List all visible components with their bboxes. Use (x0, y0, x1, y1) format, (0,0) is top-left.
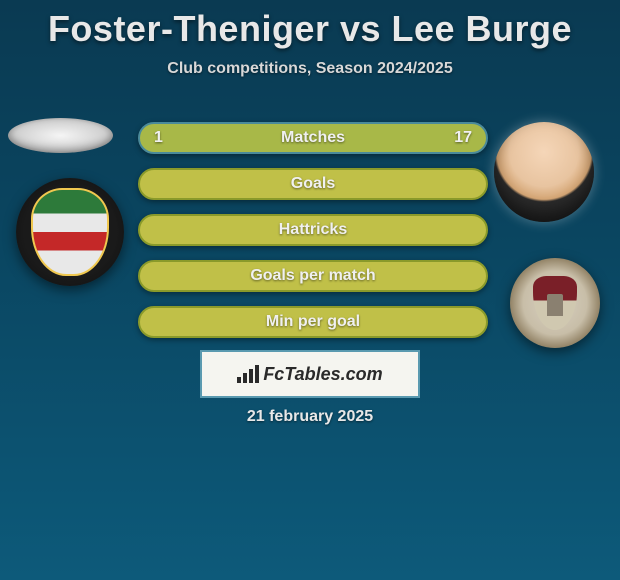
club-right-crest-tower-icon (547, 294, 563, 316)
club-left-crest (16, 178, 124, 286)
comparison-subtitle: Club competitions, Season 2024/2025 (0, 60, 620, 78)
stat-row-min-per-goal: Min per goal (138, 306, 488, 338)
stat-row-matches: 1 Matches 17 (138, 122, 488, 154)
branding-box: FcTables.com (200, 350, 420, 398)
stat-label: Goals (291, 175, 335, 193)
stats-list: 1 Matches 17 Goals Hattricks Goals per m… (138, 122, 488, 352)
player-left-avatar (8, 118, 113, 153)
stat-label: Hattricks (279, 221, 347, 239)
stat-row-hattricks: Hattricks (138, 214, 488, 246)
club-right-crest (510, 258, 600, 348)
stat-row-goals: Goals (138, 168, 488, 200)
comparison-title: Foster-Theniger vs Lee Burge (0, 0, 620, 50)
club-right-crest-shield (533, 276, 577, 330)
branding-text: FcTables.com (263, 364, 382, 385)
stat-left-value: 1 (154, 129, 163, 147)
stat-right-value: 17 (454, 129, 472, 147)
player-right-avatar (494, 122, 594, 222)
stat-label: Matches (281, 129, 345, 147)
stat-label: Goals per match (250, 267, 375, 285)
comparison-date: 21 february 2025 (0, 408, 620, 426)
bar-chart-icon (237, 365, 259, 383)
stat-label: Min per goal (266, 313, 360, 331)
club-left-crest-shield (31, 188, 109, 276)
stat-row-goals-per-match: Goals per match (138, 260, 488, 292)
